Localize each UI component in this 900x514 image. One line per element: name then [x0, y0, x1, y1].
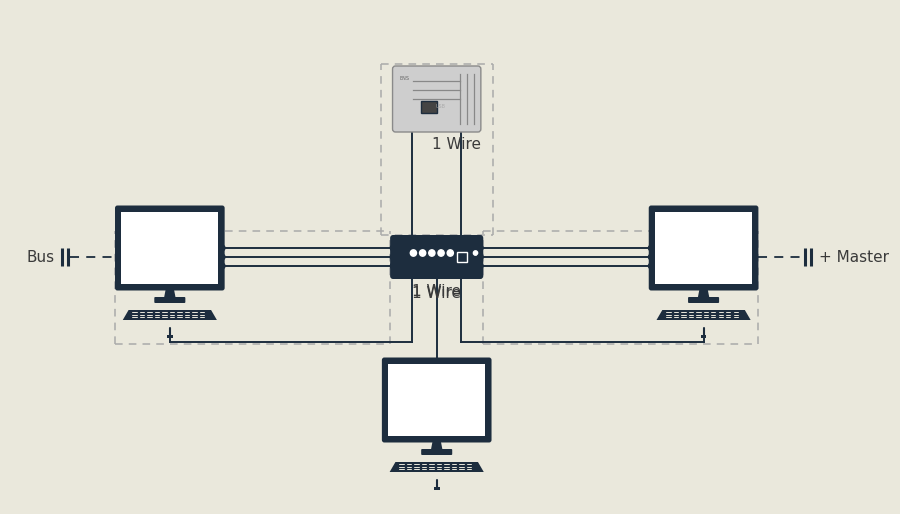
FancyBboxPatch shape: [115, 206, 225, 290]
Bar: [166, 335, 173, 338]
FancyBboxPatch shape: [390, 235, 483, 279]
Polygon shape: [122, 310, 217, 320]
Bar: [122, 212, 219, 284]
Bar: [388, 364, 485, 436]
FancyBboxPatch shape: [428, 472, 446, 478]
Bar: [655, 212, 752, 284]
Circle shape: [428, 250, 435, 256]
Circle shape: [473, 251, 478, 255]
Text: ENS: ENS: [400, 77, 410, 82]
Circle shape: [649, 245, 654, 251]
Circle shape: [649, 263, 654, 269]
Circle shape: [220, 254, 225, 260]
Circle shape: [438, 250, 445, 256]
Polygon shape: [656, 310, 751, 320]
Circle shape: [220, 245, 225, 251]
FancyBboxPatch shape: [421, 449, 452, 455]
FancyBboxPatch shape: [695, 321, 713, 326]
Text: USB: USB: [436, 103, 446, 108]
Text: + Master: + Master: [819, 249, 889, 265]
Circle shape: [220, 263, 225, 269]
FancyBboxPatch shape: [382, 358, 491, 443]
Circle shape: [447, 250, 454, 256]
Text: 1 Wire: 1 Wire: [412, 286, 461, 301]
Circle shape: [478, 263, 483, 269]
Bar: [434, 486, 439, 489]
Polygon shape: [431, 440, 443, 450]
FancyBboxPatch shape: [421, 101, 436, 113]
Text: Bus: Bus: [26, 249, 54, 265]
Text: 1 Wire: 1 Wire: [412, 284, 461, 299]
Circle shape: [649, 254, 654, 260]
Polygon shape: [164, 288, 176, 298]
Circle shape: [410, 250, 417, 256]
FancyBboxPatch shape: [457, 252, 466, 262]
Circle shape: [391, 254, 396, 260]
FancyBboxPatch shape: [649, 206, 759, 290]
FancyBboxPatch shape: [160, 321, 179, 326]
Circle shape: [391, 245, 396, 251]
Polygon shape: [390, 462, 484, 472]
FancyBboxPatch shape: [392, 66, 481, 132]
Circle shape: [391, 263, 396, 269]
Circle shape: [478, 254, 483, 260]
Polygon shape: [698, 288, 709, 298]
Bar: [701, 335, 706, 338]
Text: 1 Wire: 1 Wire: [432, 137, 481, 152]
FancyBboxPatch shape: [688, 297, 719, 303]
Circle shape: [478, 245, 483, 251]
Circle shape: [419, 250, 426, 256]
FancyBboxPatch shape: [154, 297, 185, 303]
